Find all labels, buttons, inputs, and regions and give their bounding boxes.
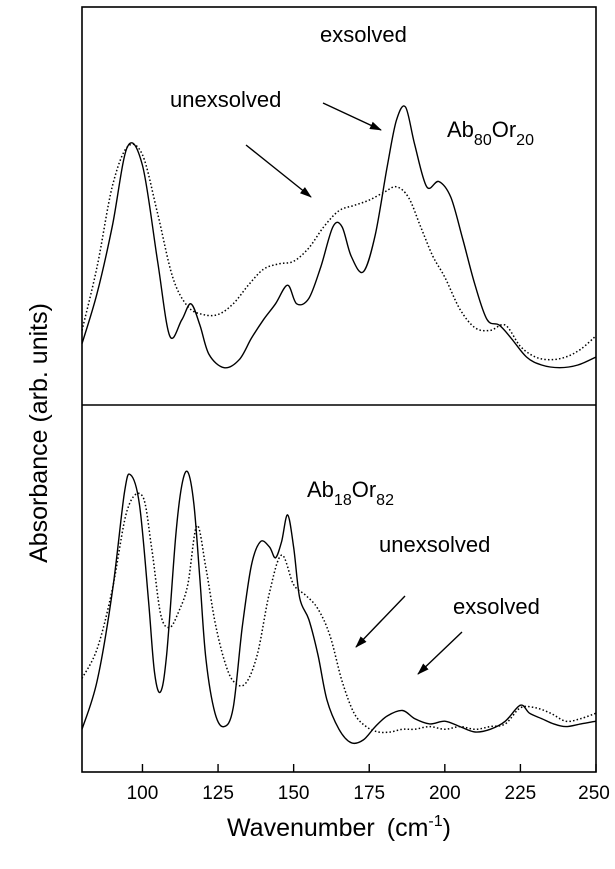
x-axis-ticks: 100 125 150 175 200 225 250 xyxy=(127,764,610,804)
y-axis-title: Absorbance (arb. units) xyxy=(25,303,53,563)
top-exsolved-curve xyxy=(81,105,597,369)
plot-frame xyxy=(81,6,597,773)
x-tick-label-100: 100 xyxy=(127,783,159,804)
x-tick-label-250: 250 xyxy=(578,783,610,804)
bottom-unexsolved-arrow xyxy=(355,595,406,648)
x-tick-label-175: 175 xyxy=(353,783,385,804)
top-panel-composition-label: Ab80Or20 xyxy=(447,117,534,149)
top-exsolved-annotation: exsolved xyxy=(320,22,407,47)
top-unexsolved-annotation: unexsolved xyxy=(170,87,281,112)
bottom-panel-composition-label: Ab18Or82 xyxy=(307,477,394,509)
x-tick-label-200: 200 xyxy=(429,783,461,804)
x-tick-label-150: 150 xyxy=(278,783,310,804)
top-unexsolved-arrow xyxy=(245,144,312,198)
x-tick-label-125: 125 xyxy=(202,783,234,804)
top-panel-curves xyxy=(81,105,597,369)
bottom-exsolved-annotation: exsolved xyxy=(453,594,540,619)
bottom-exsolved-curve xyxy=(81,470,597,745)
x-tick-label-225: 225 xyxy=(505,783,537,804)
x-axis-title: Wavenumber (cm-1) xyxy=(227,813,451,842)
bottom-unexsolved-annotation: unexsolved xyxy=(379,532,490,557)
top-unexsolved-curve xyxy=(81,143,597,361)
bottom-exsolved-arrow xyxy=(417,631,463,675)
bottom-panel-curves xyxy=(81,470,597,745)
top-exsolved-arrow xyxy=(322,102,382,131)
